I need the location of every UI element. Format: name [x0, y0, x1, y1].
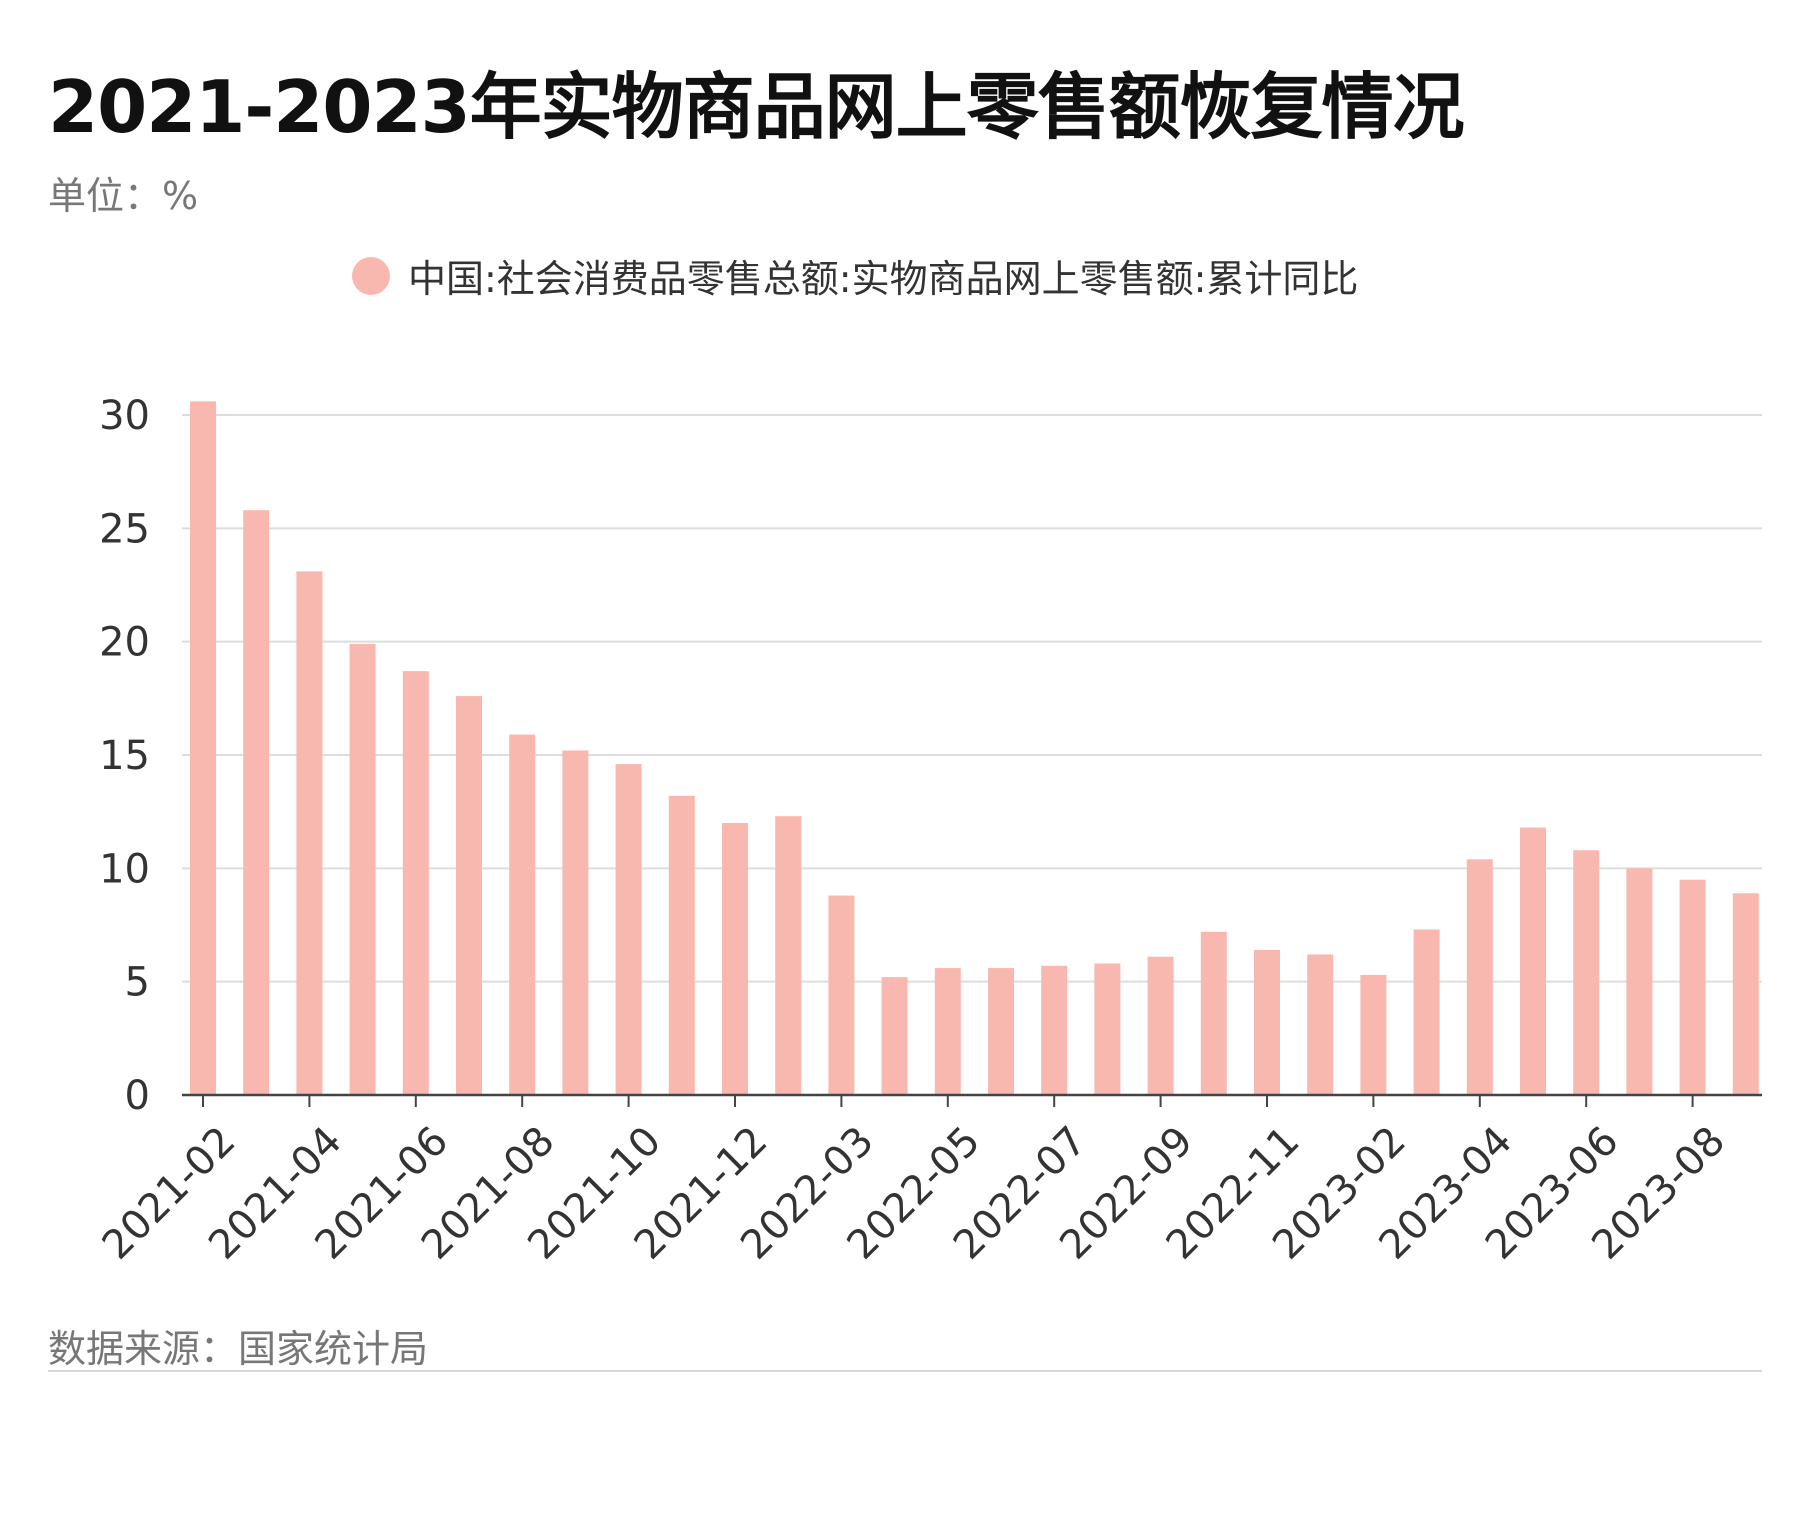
bar-2021-10: [615, 764, 642, 1095]
bar-2023-06: [1573, 850, 1600, 1095]
bar-2022-12: [1307, 954, 1334, 1095]
y-tick-label: 30: [99, 393, 150, 439]
bar-2022-02: [775, 816, 802, 1095]
legend-label: 中国:社会消费品零售总额:实物商品网上零售额:累计同比: [408, 257, 1359, 301]
chart-title: 2021-2023年实物商品网上零售额恢复情况: [48, 65, 1465, 149]
bar-2022-09: [1147, 956, 1174, 1095]
bar-2021-03: [243, 510, 270, 1095]
bar-2021-06: [402, 671, 429, 1095]
bar-2021-02: [190, 401, 216, 1095]
y-tick-label: 5: [125, 960, 150, 1006]
bar-2023-03: [1413, 929, 1440, 1095]
bar-2023-07: [1626, 868, 1653, 1095]
bar-2021-05: [349, 643, 376, 1095]
bar-2022-08: [1094, 963, 1121, 1095]
bar-2022-05: [934, 968, 961, 1095]
y-tick-label: 25: [99, 506, 150, 552]
bar-2022-06: [988, 968, 1014, 1095]
bar-2022-07: [1041, 965, 1068, 1095]
bar-2022-11: [1254, 949, 1280, 1095]
bar-2021-09: [562, 750, 589, 1095]
legend-marker: [352, 256, 390, 295]
bar-2021-08: [509, 734, 536, 1095]
bar-2023-08: [1679, 879, 1706, 1095]
bar-2023-09: [1732, 893, 1759, 1095]
bar-2021-11: [668, 795, 695, 1095]
bar-2023-05: [1520, 827, 1546, 1095]
bar-2023-02: [1360, 974, 1387, 1095]
bar-2022-10: [1200, 931, 1227, 1095]
legend: 中国:社会消费品零售总额:实物商品网上零售额:累计同比: [352, 248, 1358, 303]
bar-2022-03: [828, 895, 855, 1095]
unit-label: 单位：%: [48, 174, 199, 218]
bar-2021-04: [296, 571, 323, 1095]
y-tick-label: 0: [125, 1073, 150, 1119]
data-source: 数据来源：国家统计局: [48, 1327, 429, 1371]
bar-2021-07: [456, 696, 482, 1095]
bar-2022-04: [881, 977, 908, 1095]
y-tick-label: 20: [99, 620, 150, 666]
bar-2023-04: [1466, 859, 1493, 1095]
y-tick-label: 10: [99, 846, 150, 892]
y-tick-label: 15: [99, 733, 150, 779]
bar-2021-12: [722, 823, 748, 1095]
source-divider: [48, 1370, 1762, 1372]
